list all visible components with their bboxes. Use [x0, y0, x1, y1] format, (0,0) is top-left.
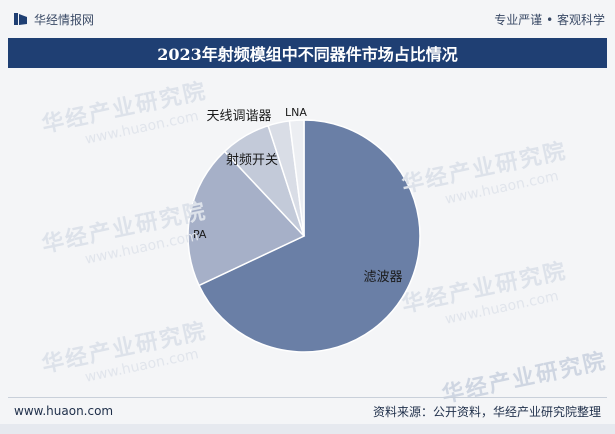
chart-title: 2023年射频模组中不同器件市场占比情况 [157, 45, 458, 64]
slice-label: LNA [285, 106, 307, 119]
footer-divider [8, 397, 607, 398]
tagline: 专业严谨 • 客观科学 [494, 12, 605, 27]
top-bar: 华经情报网 专业严谨 • 客观科学 [0, 0, 615, 38]
slice-label: 天线调谐器 [206, 109, 271, 124]
huajing-logo-icon [14, 13, 27, 25]
footer-source: 资料来源：公开资料，华经产业研究院整理 [372, 404, 601, 419]
pie-slice [288, 119, 305, 237]
slice-label: 射频开关 [226, 152, 278, 168]
chart-area: 华经产业研究院 www.huaon.com 华经产业研究院 www.huaon.… [0, 68, 615, 408]
pie-chart: 滤波器 PA 射频开关 天线调谐器 LNA [187, 106, 421, 353]
bottom-band [0, 424, 615, 434]
footer-website[interactable]: www.huaon.com [14, 404, 114, 418]
brand[interactable]: 华经情报网 [14, 11, 94, 28]
slice-label: PA [193, 228, 207, 241]
slice-label: 滤波器 [363, 270, 402, 285]
footer: www.huaon.com 资料来源：公开资料，华经产业研究院整理 [0, 398, 615, 424]
pie-slice [187, 150, 306, 287]
pie-slice [198, 119, 421, 353]
chart-title-bar: 2023年射频模组中不同器件市场占比情况 [8, 38, 607, 68]
brand-name: 华经情报网 [34, 12, 95, 27]
